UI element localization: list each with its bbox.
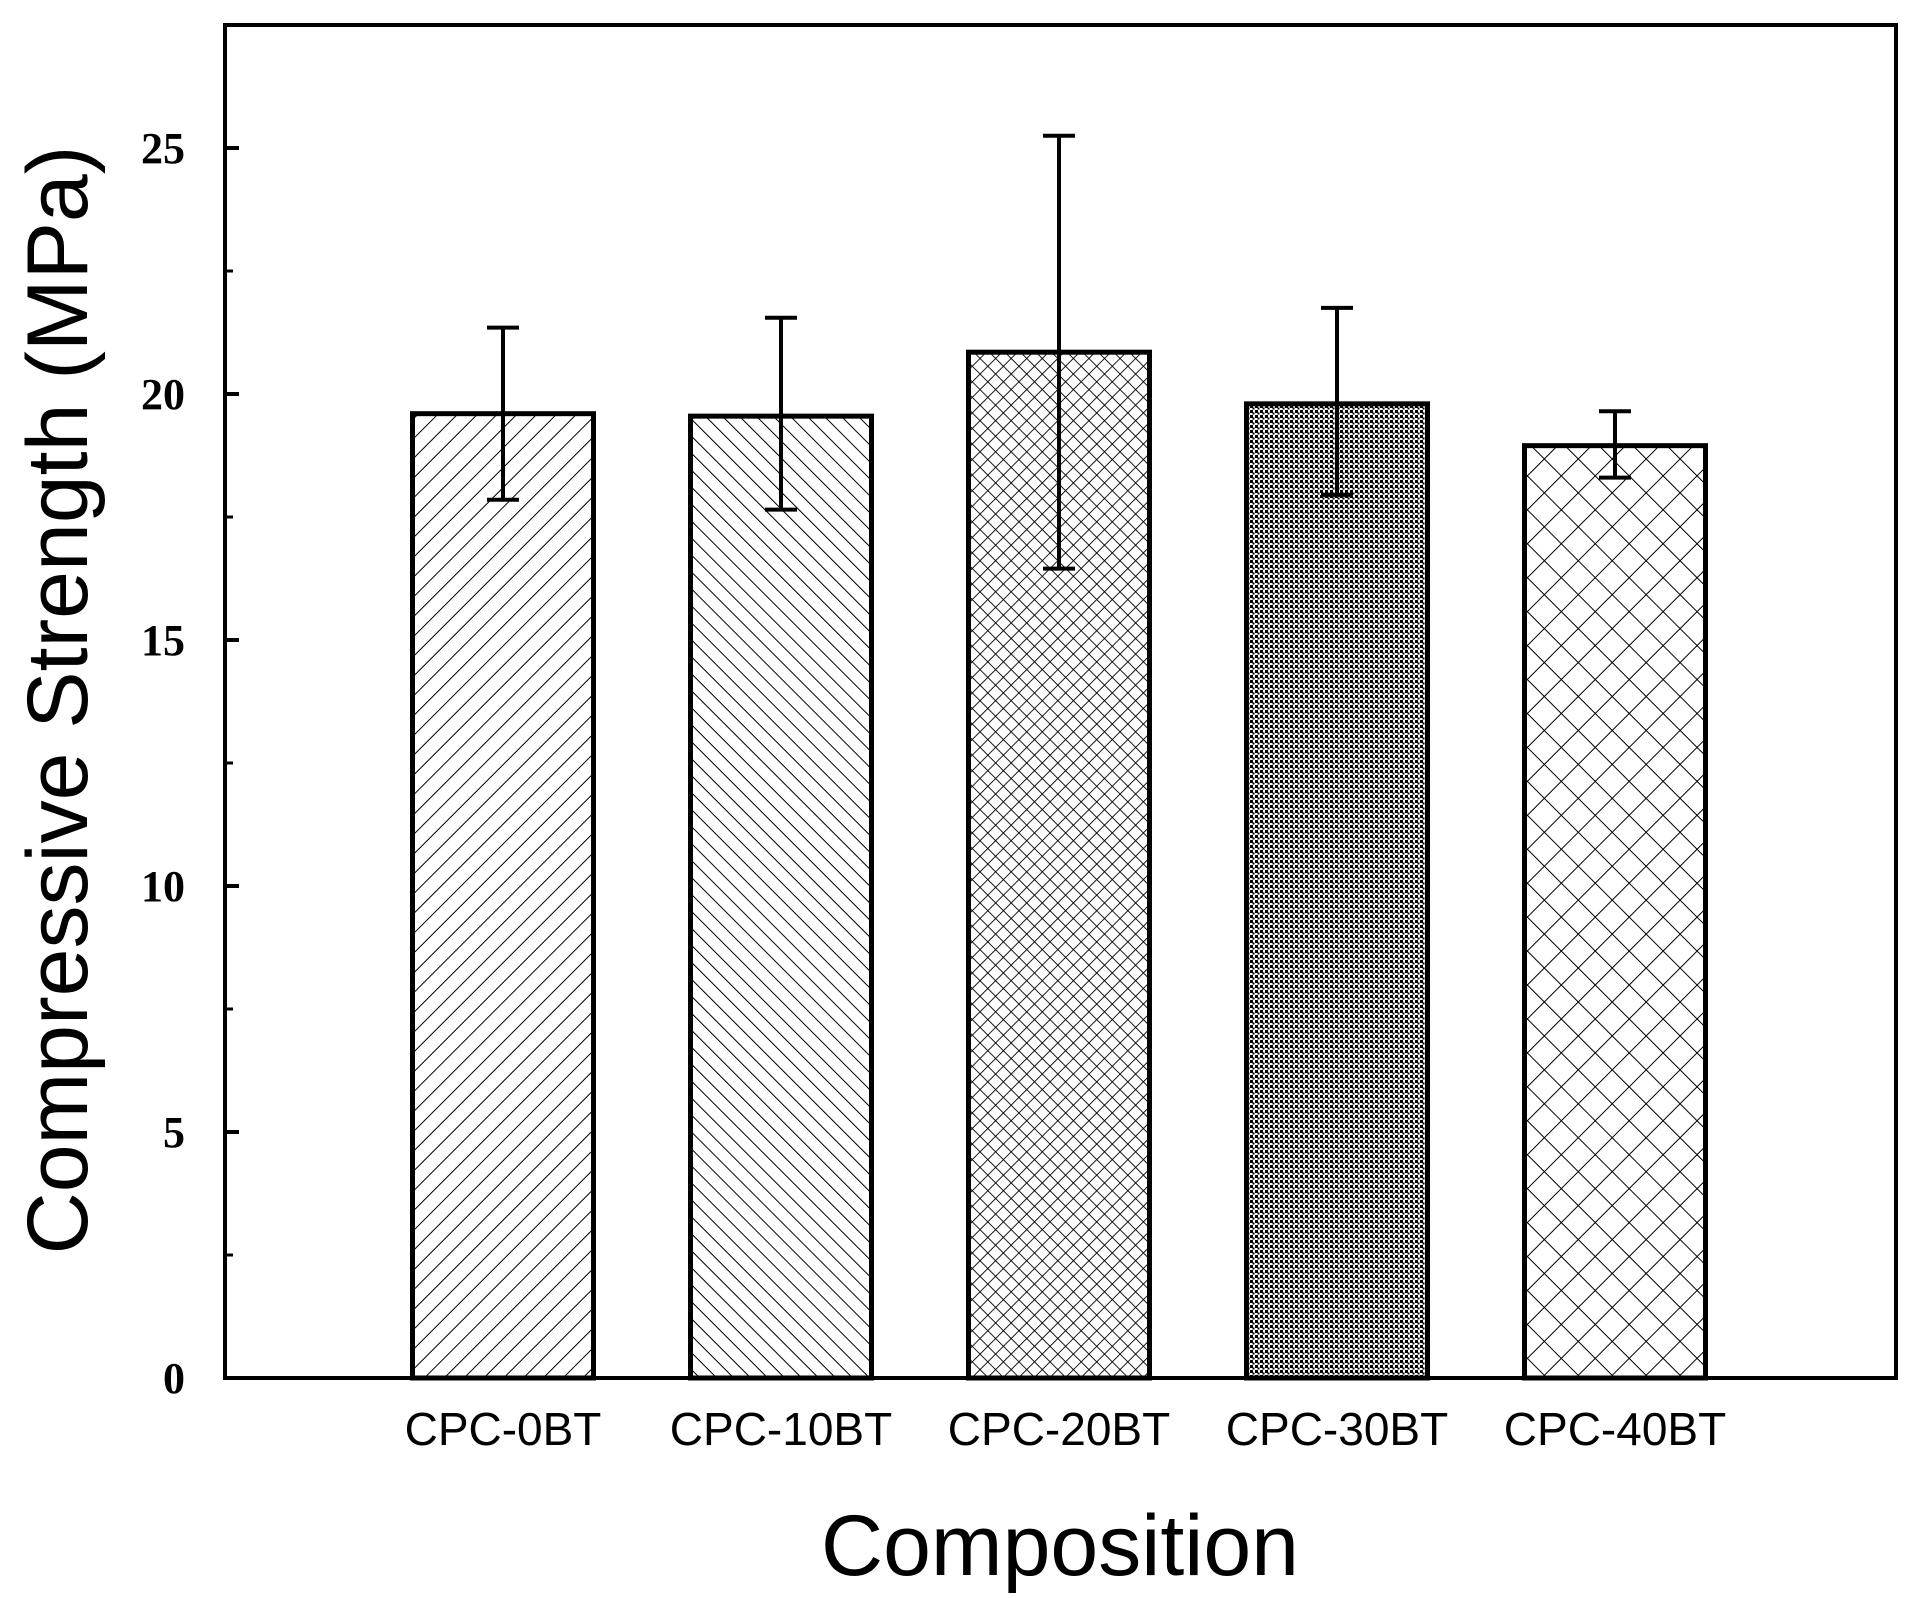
- y-axis-ticks: 0 5 10 15 20 25: [141, 124, 239, 1403]
- y-tick-label: 20: [141, 370, 185, 419]
- bar-cpc-10bt: [688, 413, 874, 1381]
- x-axis-ticks: CPC-0BT CPC-10BT CPC-20BT CPC-30BT CPC-40BT: [405, 1403, 1727, 1455]
- x-tick-label: CPC-40BT: [1504, 1403, 1726, 1455]
- error-bars: [487, 133, 1631, 571]
- y-axis-title: Compressive Strength (MPa): [10, 146, 106, 1255]
- plot-area-frame: [223, 23, 1898, 1380]
- x-axis-title: Composition: [821, 1498, 1299, 1594]
- x-tick-label: CPC-10BT: [670, 1403, 892, 1455]
- bar-cpc-40bt: [1522, 443, 1708, 1381]
- bar-cpc-0bt: [410, 411, 596, 1381]
- bar-cpc-30bt: [1244, 401, 1430, 1381]
- x-tick-label: CPC-30BT: [1226, 1403, 1448, 1455]
- y-tick-label: 5: [163, 1108, 185, 1157]
- y-tick-label: 0: [163, 1354, 185, 1403]
- x-tick-label: CPC-20BT: [948, 1403, 1170, 1455]
- y-tick-label: 15: [141, 616, 185, 665]
- y-tick-label: 10: [141, 862, 185, 911]
- y-tick-label: 25: [141, 124, 185, 173]
- x-tick-label: CPC-0BT: [405, 1403, 602, 1455]
